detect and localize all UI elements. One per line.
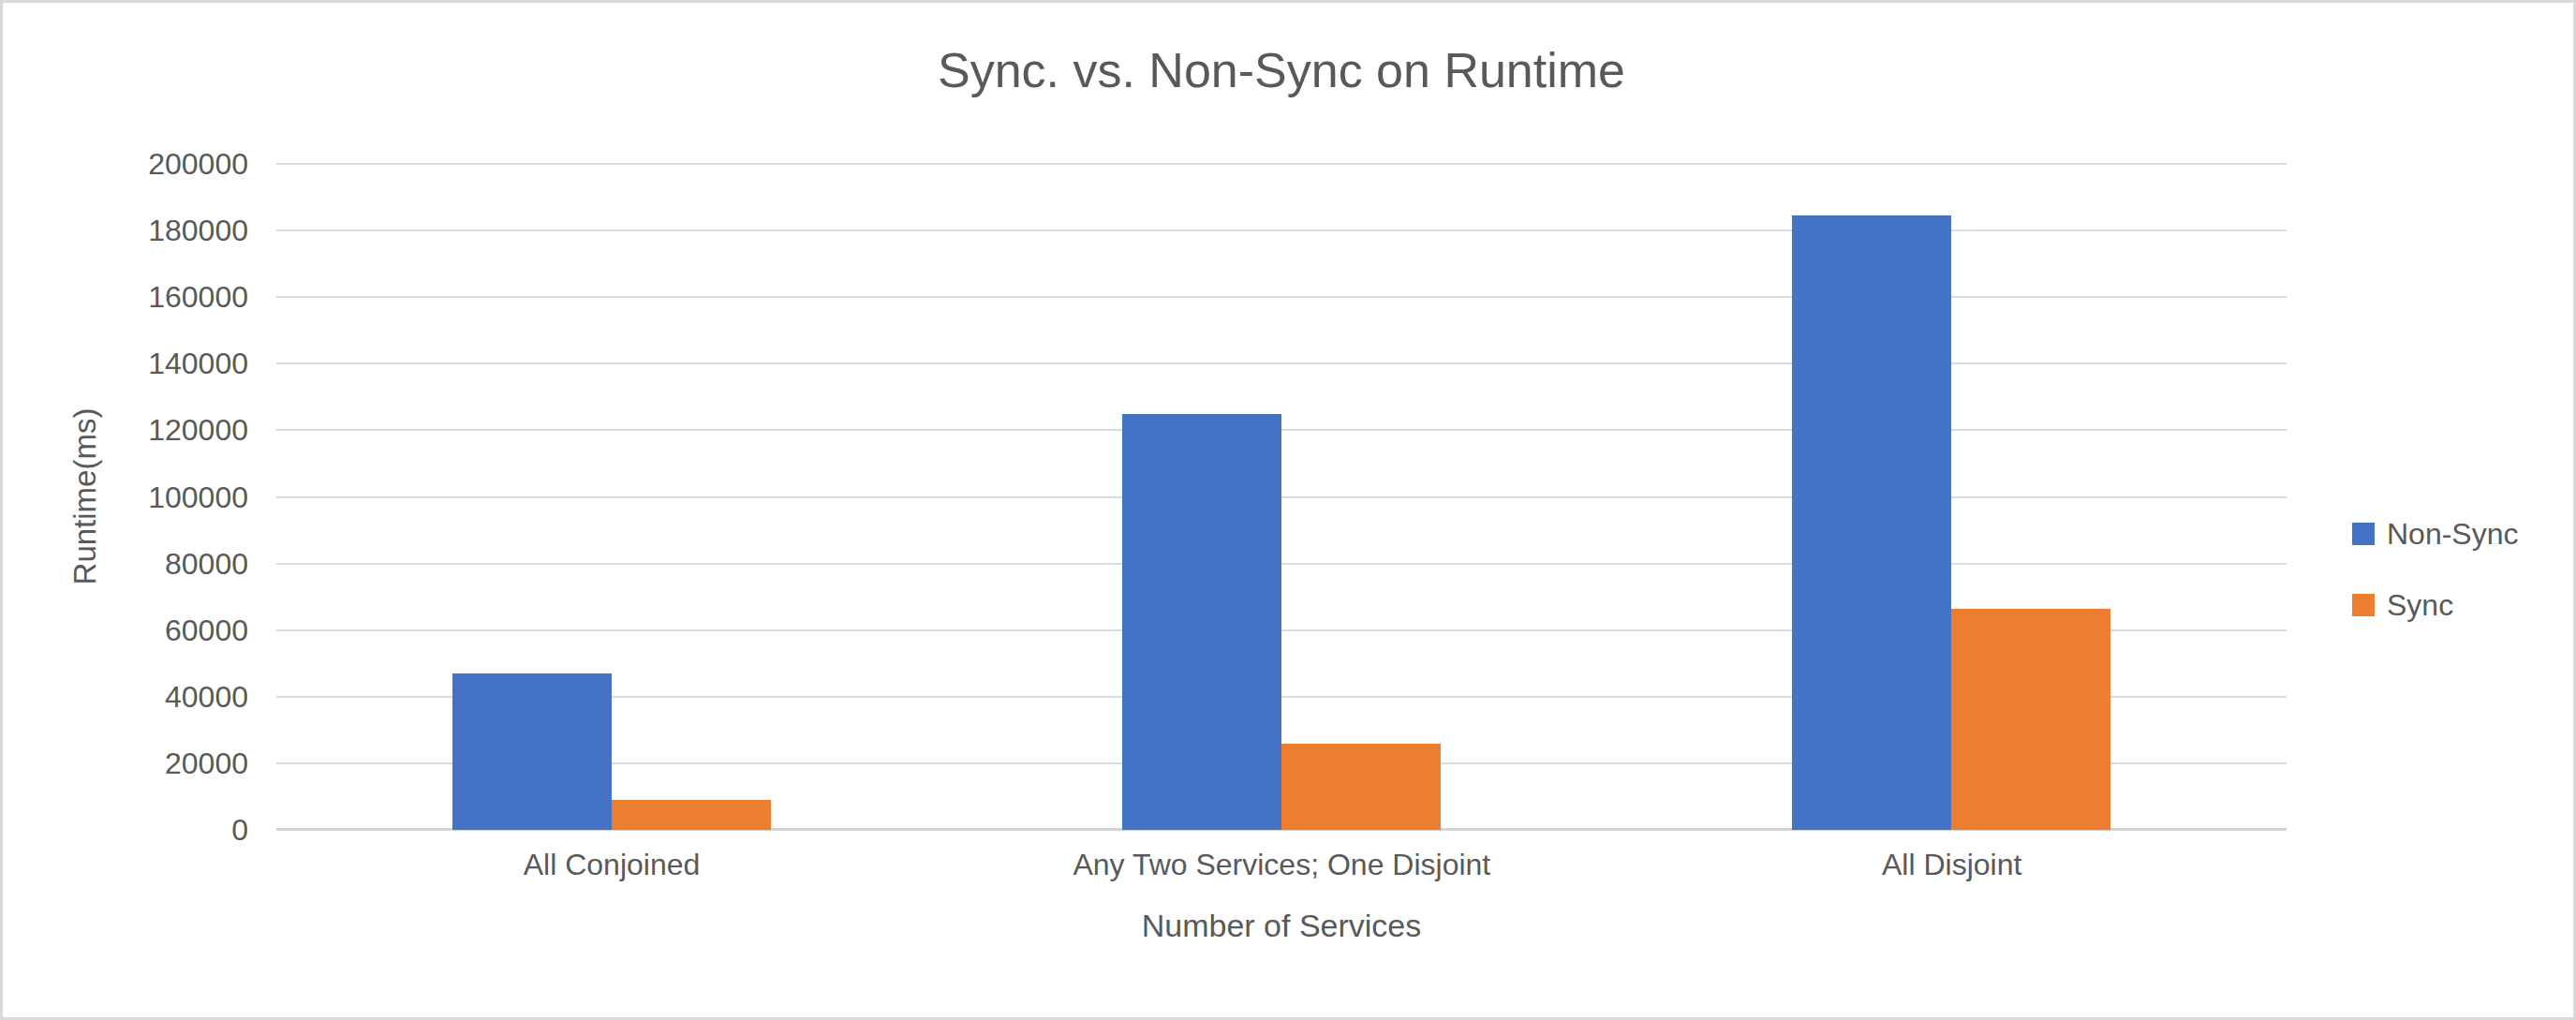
- bar-non-sync-3: [1792, 215, 1951, 830]
- y-tick-label: 140000: [3, 345, 248, 382]
- bar-sync-3: [1951, 609, 2110, 830]
- x-category-label: All Conjoined: [276, 848, 947, 882]
- y-tick-label: 120000: [3, 411, 248, 449]
- chart-title: Sync. vs. Non-Sync on Runtime: [276, 42, 2287, 98]
- x-axis-title: Number of Services: [276, 908, 2287, 944]
- legend-item-label: Non-Sync: [2387, 517, 2519, 552]
- bar-sync-1: [612, 800, 771, 830]
- plot-area: [276, 143, 2287, 830]
- legend-item-non-sync: Non-Sync: [2352, 515, 2519, 553]
- legend-item-label: Sync: [2387, 588, 2453, 623]
- y-tick-label: 0: [3, 811, 248, 849]
- y-tick-label: 200000: [3, 145, 248, 183]
- legend-item-sync: Sync: [2352, 586, 2453, 624]
- bar-sync-2: [1281, 744, 1441, 830]
- y-tick-label: 80000: [3, 545, 248, 583]
- x-category-label: Any Two Services; One Disjoint: [946, 848, 1617, 882]
- y-tick-label: 40000: [3, 678, 248, 716]
- y-tick-label: 180000: [3, 212, 248, 249]
- bar-chart: Sync. vs. Non-Sync on Runtime Runtime(ms…: [0, 0, 2576, 1020]
- y-tick-label: 160000: [3, 278, 248, 316]
- x-category-label: All Disjoint: [1617, 848, 2287, 882]
- y-tick-label: 100000: [3, 479, 248, 516]
- bar-non-sync-1: [452, 673, 612, 830]
- bar-non-sync-2: [1122, 414, 1281, 830]
- legend-swatch-icon: [2352, 523, 2375, 545]
- y-tick-label: 60000: [3, 612, 248, 649]
- legend-swatch-icon: [2352, 594, 2375, 616]
- y-tick-label: 20000: [3, 745, 248, 782]
